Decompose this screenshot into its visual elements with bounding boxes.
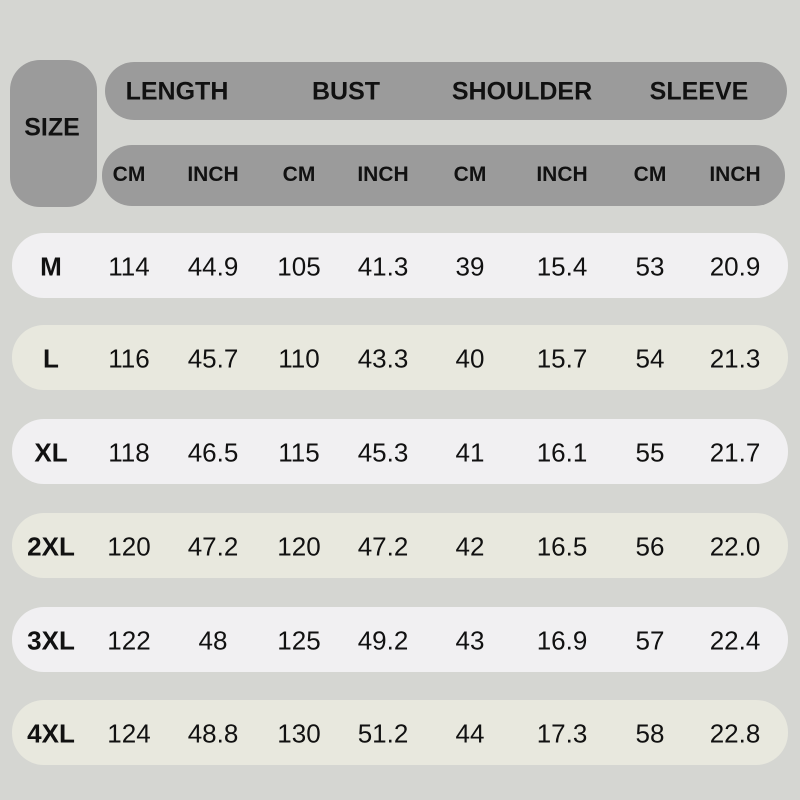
table-cell: 17.3 <box>536 718 588 749</box>
size-header: SIZE <box>24 113 80 142</box>
unit-header: INCH <box>187 163 239 186</box>
unit-header: INCH <box>536 163 588 186</box>
table-cell: 47.2 <box>357 531 409 562</box>
table-cell: 45.7 <box>187 343 239 374</box>
table-cell: 53 <box>635 251 665 282</box>
table-cell: 116 <box>108 343 150 374</box>
table-cell: 22.8 <box>709 718 761 749</box>
table-cell: 15.7 <box>536 343 588 374</box>
table-cell: 49.2 <box>357 625 409 656</box>
size-label: M <box>40 251 62 282</box>
column-group-header: SHOULDER <box>451 77 593 106</box>
table-cell: 21.3 <box>709 343 761 374</box>
table-cell: 114 <box>108 251 150 282</box>
table-cell: 21.7 <box>709 437 761 468</box>
size-label: 2XL <box>27 531 75 562</box>
table-cell: 51.2 <box>357 718 409 749</box>
table-cell: 43 <box>455 625 485 656</box>
table-row <box>12 607 788 672</box>
table-cell: 105 <box>277 251 321 282</box>
table-row <box>12 419 788 484</box>
table-cell: 118 <box>108 437 150 468</box>
size-label: 4XL <box>27 718 75 749</box>
table-cell: 120 <box>277 531 321 562</box>
table-cell: 130 <box>277 718 321 749</box>
table-cell: 57 <box>635 625 665 656</box>
table-cell: 22.0 <box>709 531 761 562</box>
size-label: XL <box>34 437 68 468</box>
table-cell: 55 <box>635 437 665 468</box>
unit-header: CM <box>282 163 316 186</box>
table-cell: 47.2 <box>187 531 239 562</box>
unit-header: CM <box>633 163 667 186</box>
table-cell: 125 <box>277 625 321 656</box>
table-cell: 46.5 <box>187 437 239 468</box>
column-group-header: SLEEVE <box>649 77 749 106</box>
table-cell: 48.8 <box>187 718 239 749</box>
size-header-box <box>10 60 97 207</box>
size-label: 3XL <box>27 625 75 656</box>
table-cell: 20.9 <box>709 251 761 282</box>
table-cell: 41 <box>455 437 485 468</box>
table-cell: 39 <box>455 251 485 282</box>
table-cell: 110 <box>278 343 320 374</box>
table-cell: 48 <box>198 625 228 656</box>
table-cell: 44.9 <box>187 251 239 282</box>
table-row <box>12 325 788 390</box>
table-cell: 122 <box>107 625 151 656</box>
table-row <box>12 233 788 298</box>
table-cell: 42 <box>455 531 485 562</box>
table-cell: 124 <box>107 718 151 749</box>
table-cell: 16.1 <box>536 437 588 468</box>
table-cell: 41.3 <box>357 251 409 282</box>
table-cell: 22.4 <box>709 625 761 656</box>
unit-header: CM <box>453 163 487 186</box>
table-cell: 54 <box>635 343 665 374</box>
unit-header: CM <box>112 163 146 186</box>
table-cell: 45.3 <box>357 437 409 468</box>
table-cell: 15.4 <box>536 251 588 282</box>
unit-header: INCH <box>709 163 761 186</box>
table-row <box>12 700 788 765</box>
size-label: L <box>43 343 59 374</box>
unit-header-bar <box>102 145 785 206</box>
table-cell: 40 <box>455 343 485 374</box>
column-group-header: LENGTH <box>125 77 229 106</box>
unit-header: INCH <box>357 163 409 186</box>
table-cell: 16.5 <box>536 531 588 562</box>
table-cell: 120 <box>107 531 151 562</box>
table-cell: 16.9 <box>536 625 588 656</box>
measurement-header-bar <box>105 62 787 120</box>
table-cell: 44 <box>455 718 485 749</box>
table-cell: 43.3 <box>357 343 409 374</box>
table-cell: 58 <box>635 718 665 749</box>
column-group-header: BUST <box>311 77 381 106</box>
table-cell: 56 <box>635 531 665 562</box>
table-cell: 115 <box>278 437 320 468</box>
table-row <box>12 513 788 578</box>
